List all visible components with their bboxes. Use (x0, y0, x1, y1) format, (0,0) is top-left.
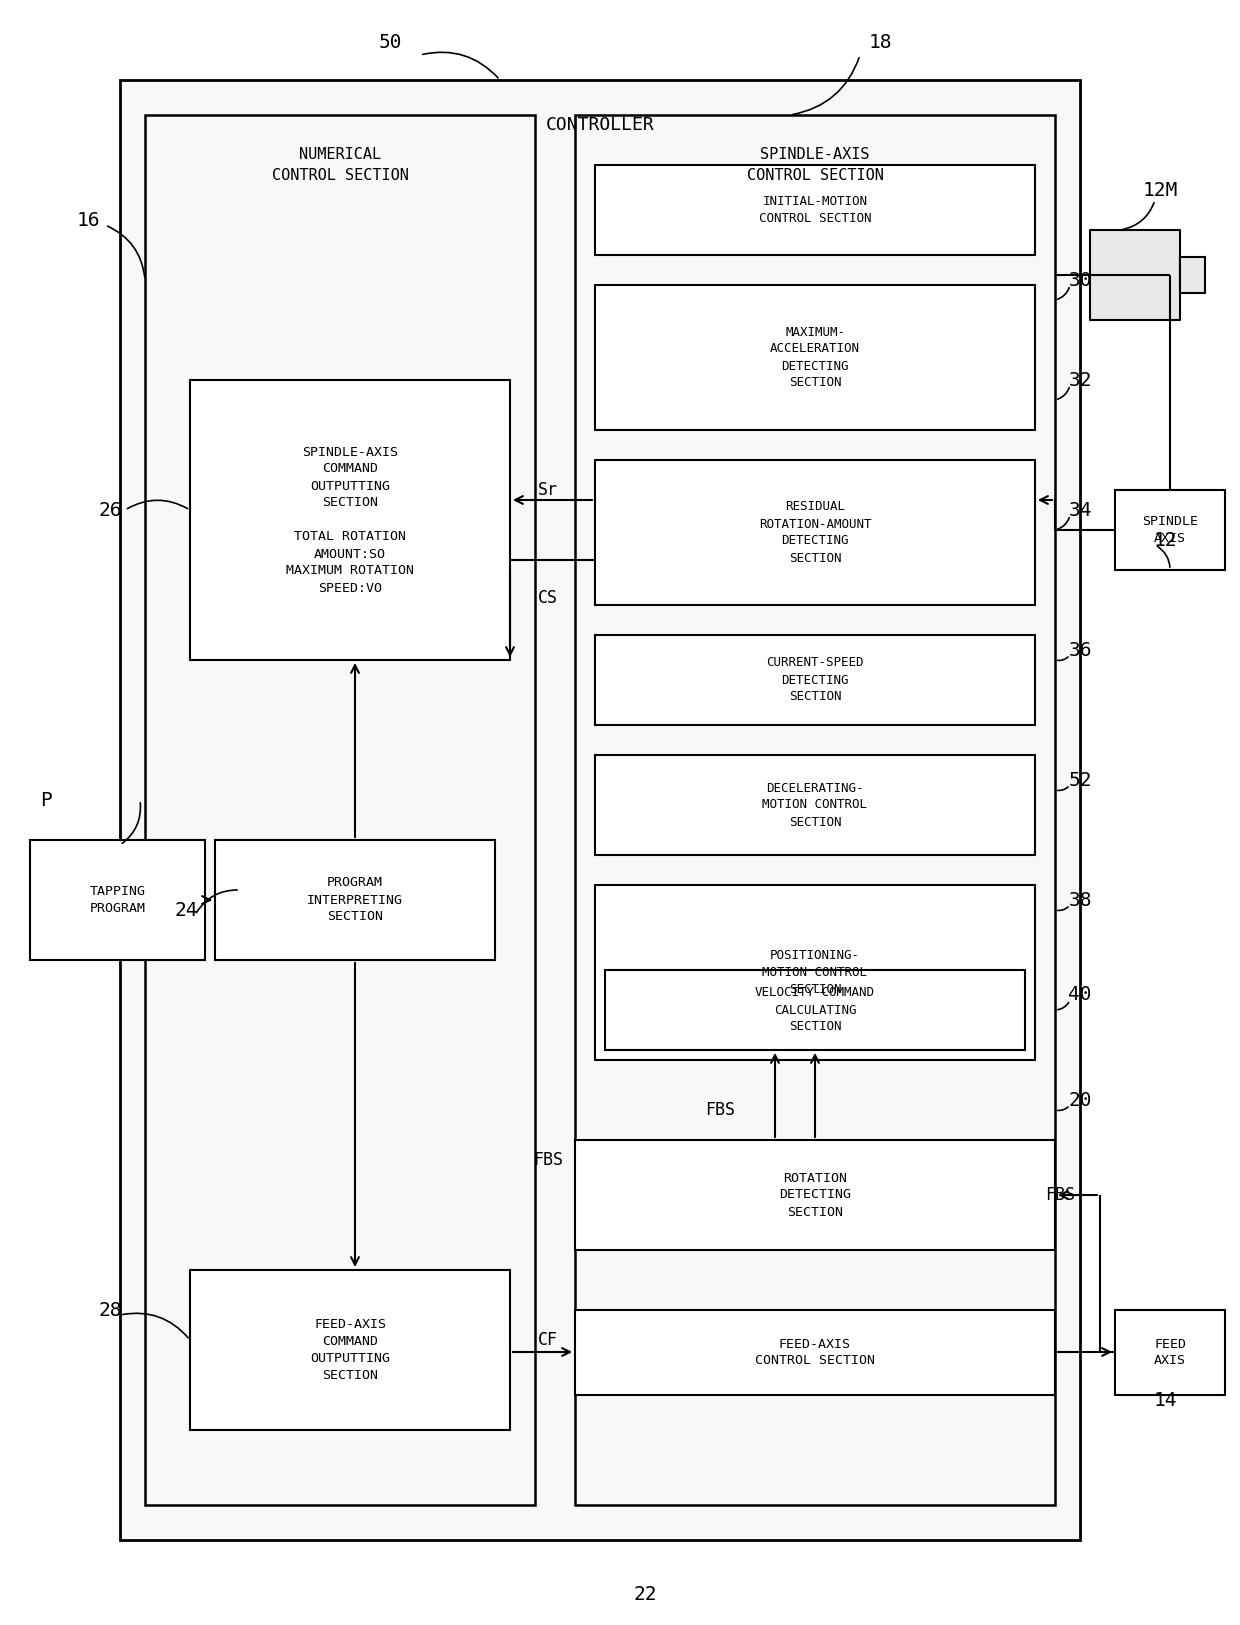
Text: 16: 16 (76, 211, 99, 229)
Text: ROTATION
DETECTING
SECTION: ROTATION DETECTING SECTION (779, 1172, 851, 1219)
Text: SPINDLE-AXIS
CONTROL SECTION: SPINDLE-AXIS CONTROL SECTION (746, 146, 883, 184)
Text: FEED-AXIS
CONTROL SECTION: FEED-AXIS CONTROL SECTION (755, 1337, 875, 1368)
Text: 38: 38 (1068, 891, 1091, 910)
Text: 40: 40 (1068, 985, 1091, 1004)
Bar (595, 284, 1035, 431)
Bar (575, 1310, 1055, 1394)
Bar (575, 115, 1055, 1505)
Text: PROGRAM
INTERPRETING
SECTION: PROGRAM INTERPRETING SECTION (308, 876, 403, 923)
Text: TAPPING
PROGRAM: TAPPING PROGRAM (89, 886, 145, 915)
Text: SPINDLE-AXIS
COMMAND
OUTPUTTING
SECTION

TOTAL ROTATION
AMOUNT:SO
MAXIMUM ROTATI: SPINDLE-AXIS COMMAND OUTPUTTING SECTION … (286, 445, 414, 595)
Text: FBS: FBS (1045, 1186, 1075, 1204)
Bar (1180, 257, 1205, 292)
Text: P: P (40, 790, 52, 809)
Text: 36: 36 (1068, 640, 1091, 660)
Text: 28: 28 (98, 1300, 122, 1320)
Bar (595, 886, 1035, 1060)
Bar (595, 460, 1035, 604)
Bar (190, 380, 510, 660)
Bar (190, 1271, 510, 1430)
Bar (575, 1141, 1055, 1250)
Text: NUMERICAL
CONTROL SECTION: NUMERICAL CONTROL SECTION (272, 146, 408, 184)
Bar (605, 970, 1025, 1050)
Text: 12M: 12M (1142, 180, 1178, 200)
Text: RESIDUAL
ROTATION-AMOUNT
DETECTING
SECTION: RESIDUAL ROTATION-AMOUNT DETECTING SECTI… (759, 500, 872, 564)
Text: CS: CS (538, 588, 558, 608)
Text: FBS: FBS (706, 1102, 735, 1120)
Bar (145, 115, 534, 1505)
Bar (120, 80, 1080, 1540)
Text: FEED-AXIS
COMMAND
OUTPUTTING
SECTION: FEED-AXIS COMMAND OUTPUTTING SECTION (310, 1318, 391, 1381)
Bar (1090, 231, 1180, 320)
Bar (595, 756, 1035, 855)
Text: 52: 52 (1068, 770, 1091, 790)
Text: Sr: Sr (538, 481, 558, 499)
Text: 18: 18 (868, 32, 892, 52)
Bar (595, 635, 1035, 725)
Text: POSITIONING-
MOTION CONTROL
SECTION: POSITIONING- MOTION CONTROL SECTION (763, 949, 868, 996)
Text: VELOCITY-COMMAND
CALCULATING
SECTION: VELOCITY-COMMAND CALCULATING SECTION (755, 986, 875, 1034)
Bar (1115, 491, 1225, 570)
Text: CONTROLLER: CONTROLLER (546, 115, 655, 133)
Text: SPINDLE
AXIS: SPINDLE AXIS (1142, 515, 1198, 544)
Text: 22: 22 (634, 1586, 657, 1604)
Text: 34: 34 (1068, 500, 1091, 520)
Text: CURRENT-SPEED
DETECTING
SECTION: CURRENT-SPEED DETECTING SECTION (766, 656, 864, 704)
Text: 24: 24 (175, 900, 197, 920)
Bar (215, 840, 495, 960)
Text: INITIAL-MOTION
CONTROL SECTION: INITIAL-MOTION CONTROL SECTION (759, 195, 872, 224)
Text: 26: 26 (98, 500, 122, 520)
Text: 30: 30 (1068, 270, 1091, 289)
Text: MAXIMUM-
ACCELERATION
DETECTING
SECTION: MAXIMUM- ACCELERATION DETECTING SECTION (770, 325, 861, 390)
Text: 14: 14 (1153, 1391, 1177, 1409)
Text: 50: 50 (378, 32, 402, 52)
Text: 32: 32 (1068, 370, 1091, 390)
Text: 20: 20 (1068, 1090, 1091, 1110)
Text: FEED
AXIS: FEED AXIS (1154, 1337, 1185, 1368)
Text: FBS: FBS (533, 1150, 563, 1168)
Text: DECELERATING-
MOTION CONTROL
SECTION: DECELERATING- MOTION CONTROL SECTION (763, 782, 868, 829)
Text: CF: CF (538, 1331, 558, 1349)
Bar (30, 840, 205, 960)
Text: 12: 12 (1153, 530, 1177, 549)
Bar (1115, 1310, 1225, 1394)
Bar (595, 166, 1035, 255)
